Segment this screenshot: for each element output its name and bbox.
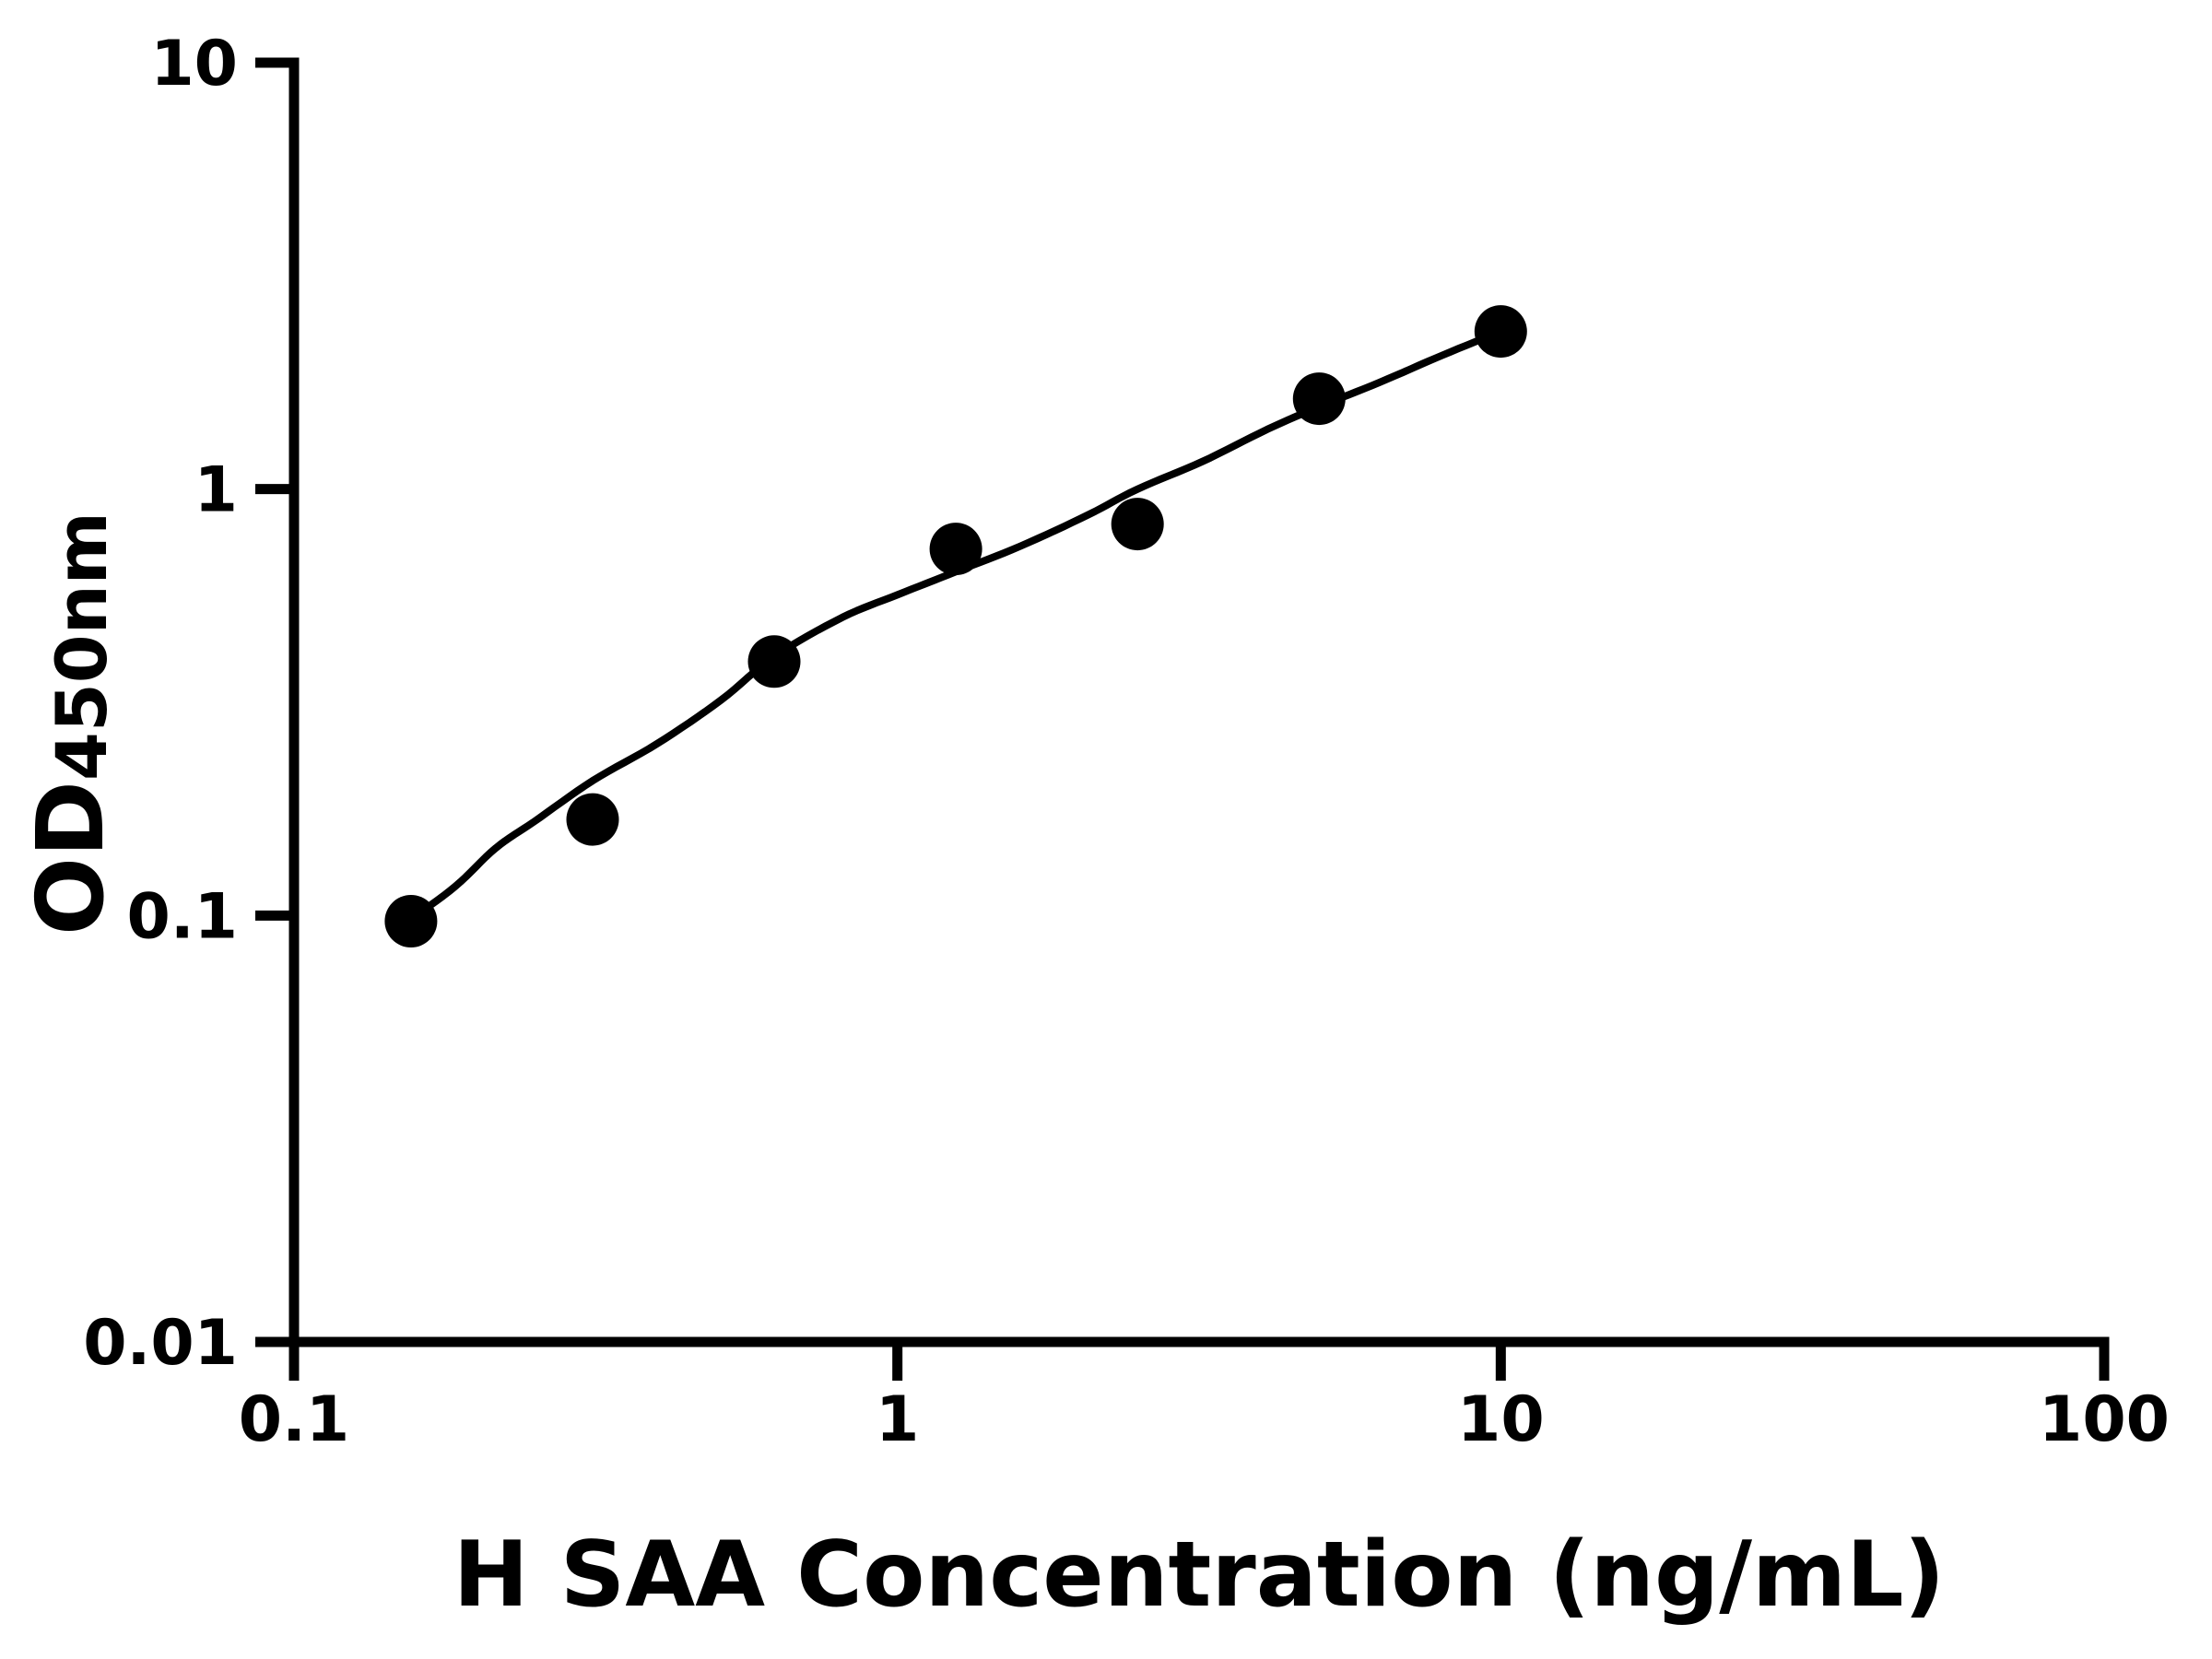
x-axis-title: H SAA Concentration (ng/mL) — [453, 1523, 1946, 1628]
y-tick-label: 10 — [150, 28, 238, 100]
data-point — [566, 793, 619, 846]
y-axis-title-main: OD — [17, 781, 124, 935]
data-point — [384, 895, 438, 947]
x-tick-label: 0.1 — [239, 1383, 349, 1456]
data-point — [747, 635, 801, 688]
x-tick-label: 100 — [2039, 1383, 2170, 1456]
data-point — [1292, 372, 1346, 426]
y-axis-title-subscript: 450nm — [41, 512, 123, 781]
y-tick-label: 0.1 — [127, 880, 238, 953]
data-point — [1111, 498, 1164, 551]
data-point — [929, 523, 982, 576]
x-tick-label: 1 — [876, 1383, 919, 1456]
y-axis-title: OD450nm — [17, 512, 124, 935]
x-tick-label: 10 — [1457, 1383, 1545, 1456]
y-tick-label: 0.01 — [83, 1307, 238, 1380]
data-point — [1474, 305, 1527, 359]
y-tick-label: 1 — [194, 454, 238, 527]
